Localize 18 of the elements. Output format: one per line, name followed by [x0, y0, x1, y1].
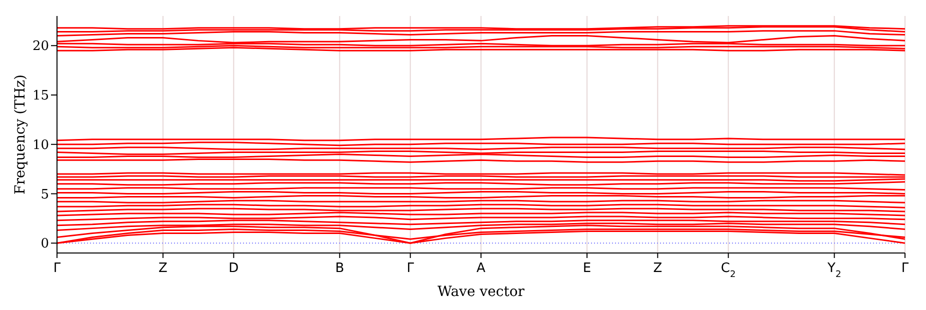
x-axis-title: Wave vector [438, 284, 525, 300]
x-tick-label: B [335, 261, 344, 276]
x-tick-label: Γ [406, 261, 415, 276]
x-tick-label: D [228, 261, 239, 276]
y-tick-label: 5 [40, 187, 49, 202]
x-tick-label: A [476, 261, 486, 276]
y-tick-label: 15 [32, 88, 49, 104]
y-axis-title: Frequency (THz) [12, 74, 29, 195]
x-tick-label: Γ [53, 261, 62, 276]
x-tick-label: C$_{2}$ [720, 261, 736, 280]
x-tick-label: Z [158, 261, 168, 276]
x-tick-label: Y$_{2}$ [826, 261, 842, 280]
x-tick-label: Z [653, 261, 662, 276]
y-tick-label: 0 [40, 236, 49, 252]
x-tick-label: E [582, 261, 592, 276]
x-tick-label: Γ [901, 261, 910, 276]
y-tick-label: 20 [32, 39, 49, 54]
y-tick-label: 10 [32, 138, 49, 153]
